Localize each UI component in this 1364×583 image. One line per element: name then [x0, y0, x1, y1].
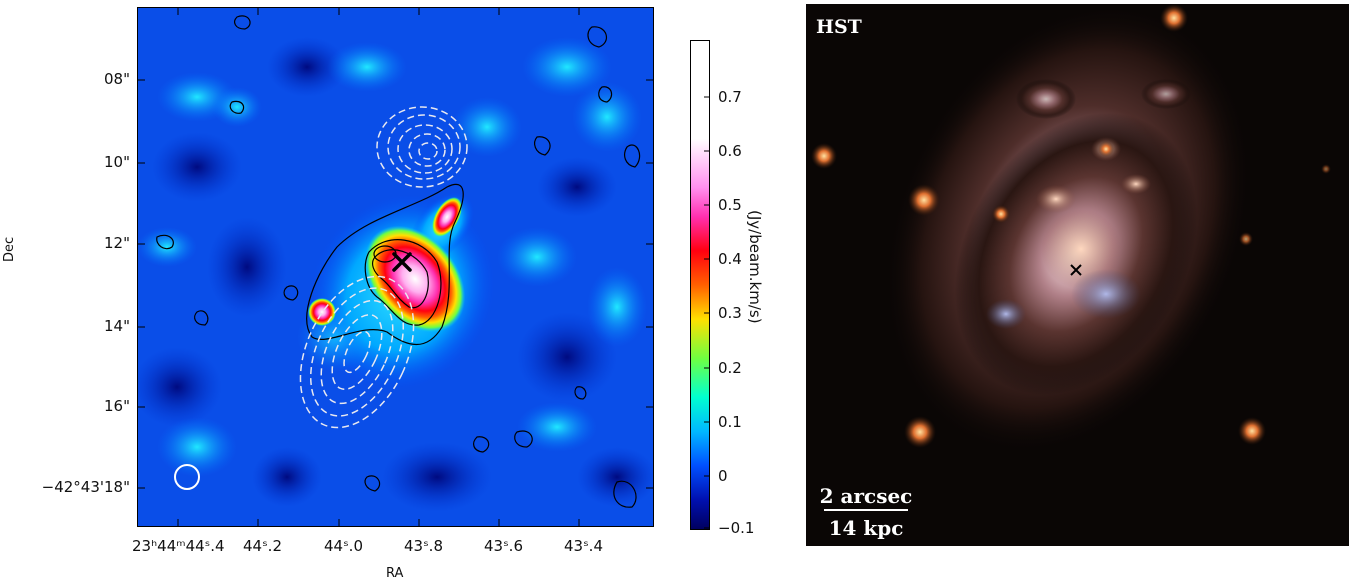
y-tick-label: 10": [104, 153, 130, 171]
x-tick-label: 44ˢ.0: [324, 537, 363, 555]
colorbar-tick-label: 0.3: [718, 304, 742, 322]
colorbar-tick-label: 0.7: [718, 88, 742, 106]
y-tick-label: 14": [104, 317, 130, 335]
cross-marker-left: [392, 252, 412, 272]
x-tick-label: 43ˢ.4: [564, 537, 603, 555]
x-tick-label: 23ʰ44ᵐ44ˢ.4: [132, 537, 225, 555]
colorbar-tick-label: 0.6: [718, 142, 742, 160]
y-axis-label: Dec: [2, 236, 17, 262]
colorbar-tick-label: 0.2: [718, 359, 742, 377]
hst-image: [806, 4, 1349, 546]
colorbar-tick-label: 0.1: [718, 413, 742, 431]
colorbar: [690, 40, 710, 530]
colorbar-tick-label: 0: [718, 467, 728, 485]
colorbar-tick-label: −0.1: [718, 519, 755, 537]
colorbar-tick-label: 0.4: [718, 250, 742, 268]
beam-circle: [174, 464, 200, 490]
y-tick-label: 08": [104, 70, 130, 88]
scale-top-label: 2 arcsec: [819, 484, 913, 508]
cross-marker-right: [1070, 264, 1082, 276]
co-moment-map: [137, 7, 654, 527]
moment-map-panel: 08" 10" 12" 14" 16" −42°43'18" Dec 23ʰ44…: [2, 7, 764, 581]
colorbar-tick-label: 0.5: [718, 196, 742, 214]
x-axis-label: RA: [386, 566, 404, 581]
hst-title: HST: [816, 16, 862, 38]
x-tick-label: 44ˢ.2: [243, 537, 282, 555]
hst-image-panel: HST 2 arcsec 14 kpc: [806, 4, 1349, 546]
axis-ticks: [137, 7, 654, 527]
colorbar-label: (Jy/beam.km/s): [746, 210, 764, 324]
x-tick-label: 43ˢ.6: [484, 537, 523, 555]
y-tick-label: 16": [104, 397, 130, 415]
y-tick-label: 12": [104, 234, 130, 252]
scale-bottom-label: 14 kpc: [828, 516, 904, 540]
colorbar-ticks: [704, 96, 710, 529]
y-tick-label: −42°43'18": [41, 478, 130, 496]
scale-bar: [824, 509, 908, 511]
x-tick-label: 43ˢ.8: [404, 537, 443, 555]
